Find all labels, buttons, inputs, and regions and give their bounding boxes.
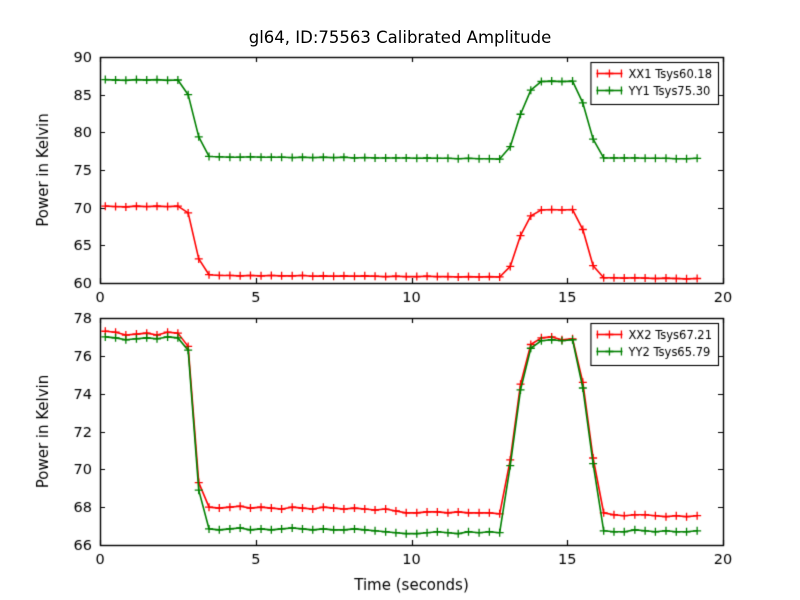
matplotlib-figure-canvas[interactable] <box>0 0 800 600</box>
figure-canvas-container: gl64, ID:75563 Calibrated Amplitude <box>0 0 800 600</box>
